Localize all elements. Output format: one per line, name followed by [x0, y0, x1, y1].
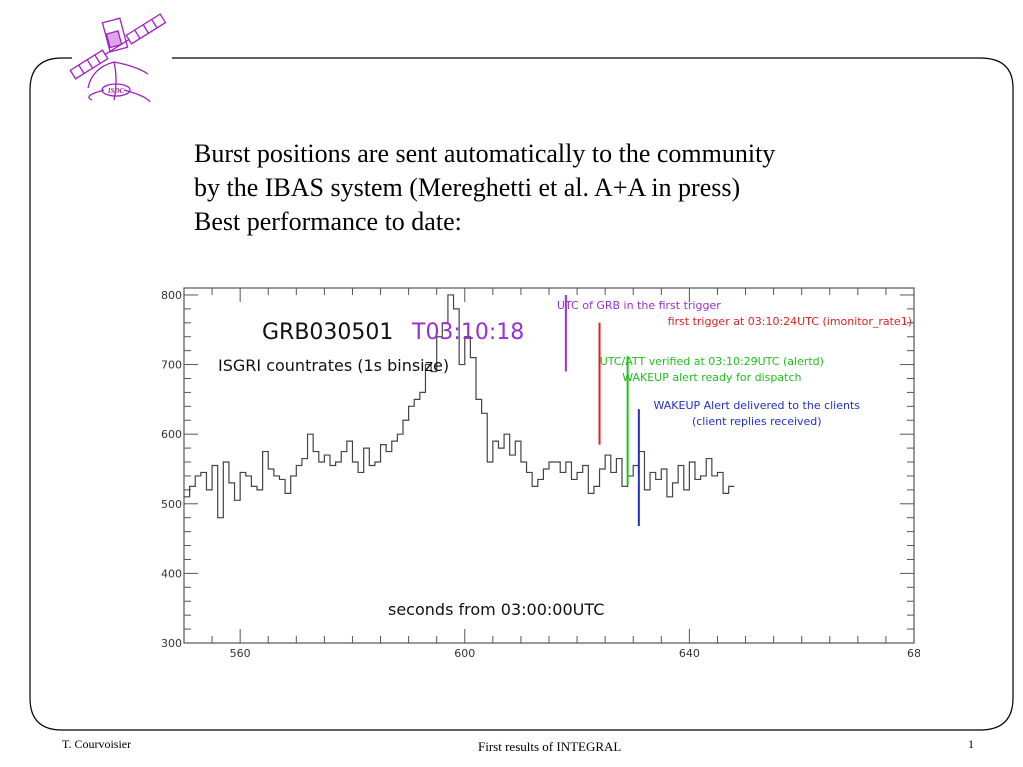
- y-tick-label: 600: [161, 428, 182, 441]
- chart-subtitle: ISGRI countrates (1s binsize): [218, 356, 449, 375]
- x-tick-label: 640: [679, 647, 700, 660]
- annotation-label: (client replies received): [692, 415, 822, 428]
- grb-lightcurve-chart: 300 400 500 600 700 800 560 600 640 68 UTC of GRB …: [161, 287, 920, 660]
- x-tick-label: 560: [230, 647, 251, 660]
- y-tick-label: 400: [161, 567, 182, 580]
- x-tick-label: 600: [454, 647, 475, 660]
- chart-title-grb: GRB030501: [262, 320, 393, 345]
- annotation-label: UTC/ATT verified at 03:10:29UTC (alertd): [600, 355, 824, 368]
- y-tick-label: 300: [161, 637, 182, 650]
- annotation-label: first trigger at 03:10:24UTC (imonitor_r…: [668, 315, 912, 328]
- y-tick-label: 700: [161, 359, 182, 372]
- footer-title: First results of INTEGRAL: [478, 739, 622, 754]
- annotation-label: WAKEUP Alert delivered to the clients: [654, 399, 861, 412]
- annotation-label: WAKEUP alert ready for dispatch: [622, 371, 801, 384]
- svg-text:ISDC: ISDC: [107, 87, 125, 95]
- slide-line: by the IBAS system (Mereghetti et al. A+…: [194, 173, 741, 202]
- footer-author: T. Courvoisier: [62, 737, 132, 751]
- x-tick-label: 68: [907, 647, 920, 660]
- annotation-label: UTC of GRB in the first trigger: [557, 299, 721, 312]
- slide-body-text: Burst positions are sent automatically t…: [194, 137, 775, 239]
- chart-title-time: T03:10:18: [411, 320, 524, 345]
- x-axis-label: seconds from 03:00:00UTC: [388, 600, 604, 619]
- count-rate-series: [184, 294, 735, 519]
- y-tick-label: 800: [161, 289, 182, 302]
- slide-line: Best performance to date:: [194, 207, 462, 236]
- footer-page-number: 1: [968, 737, 974, 751]
- slide-line: Burst positions are sent automatically t…: [194, 139, 776, 168]
- y-tick-label: 500: [161, 498, 182, 511]
- isdc-logo: ISDC: [69, 13, 167, 103]
